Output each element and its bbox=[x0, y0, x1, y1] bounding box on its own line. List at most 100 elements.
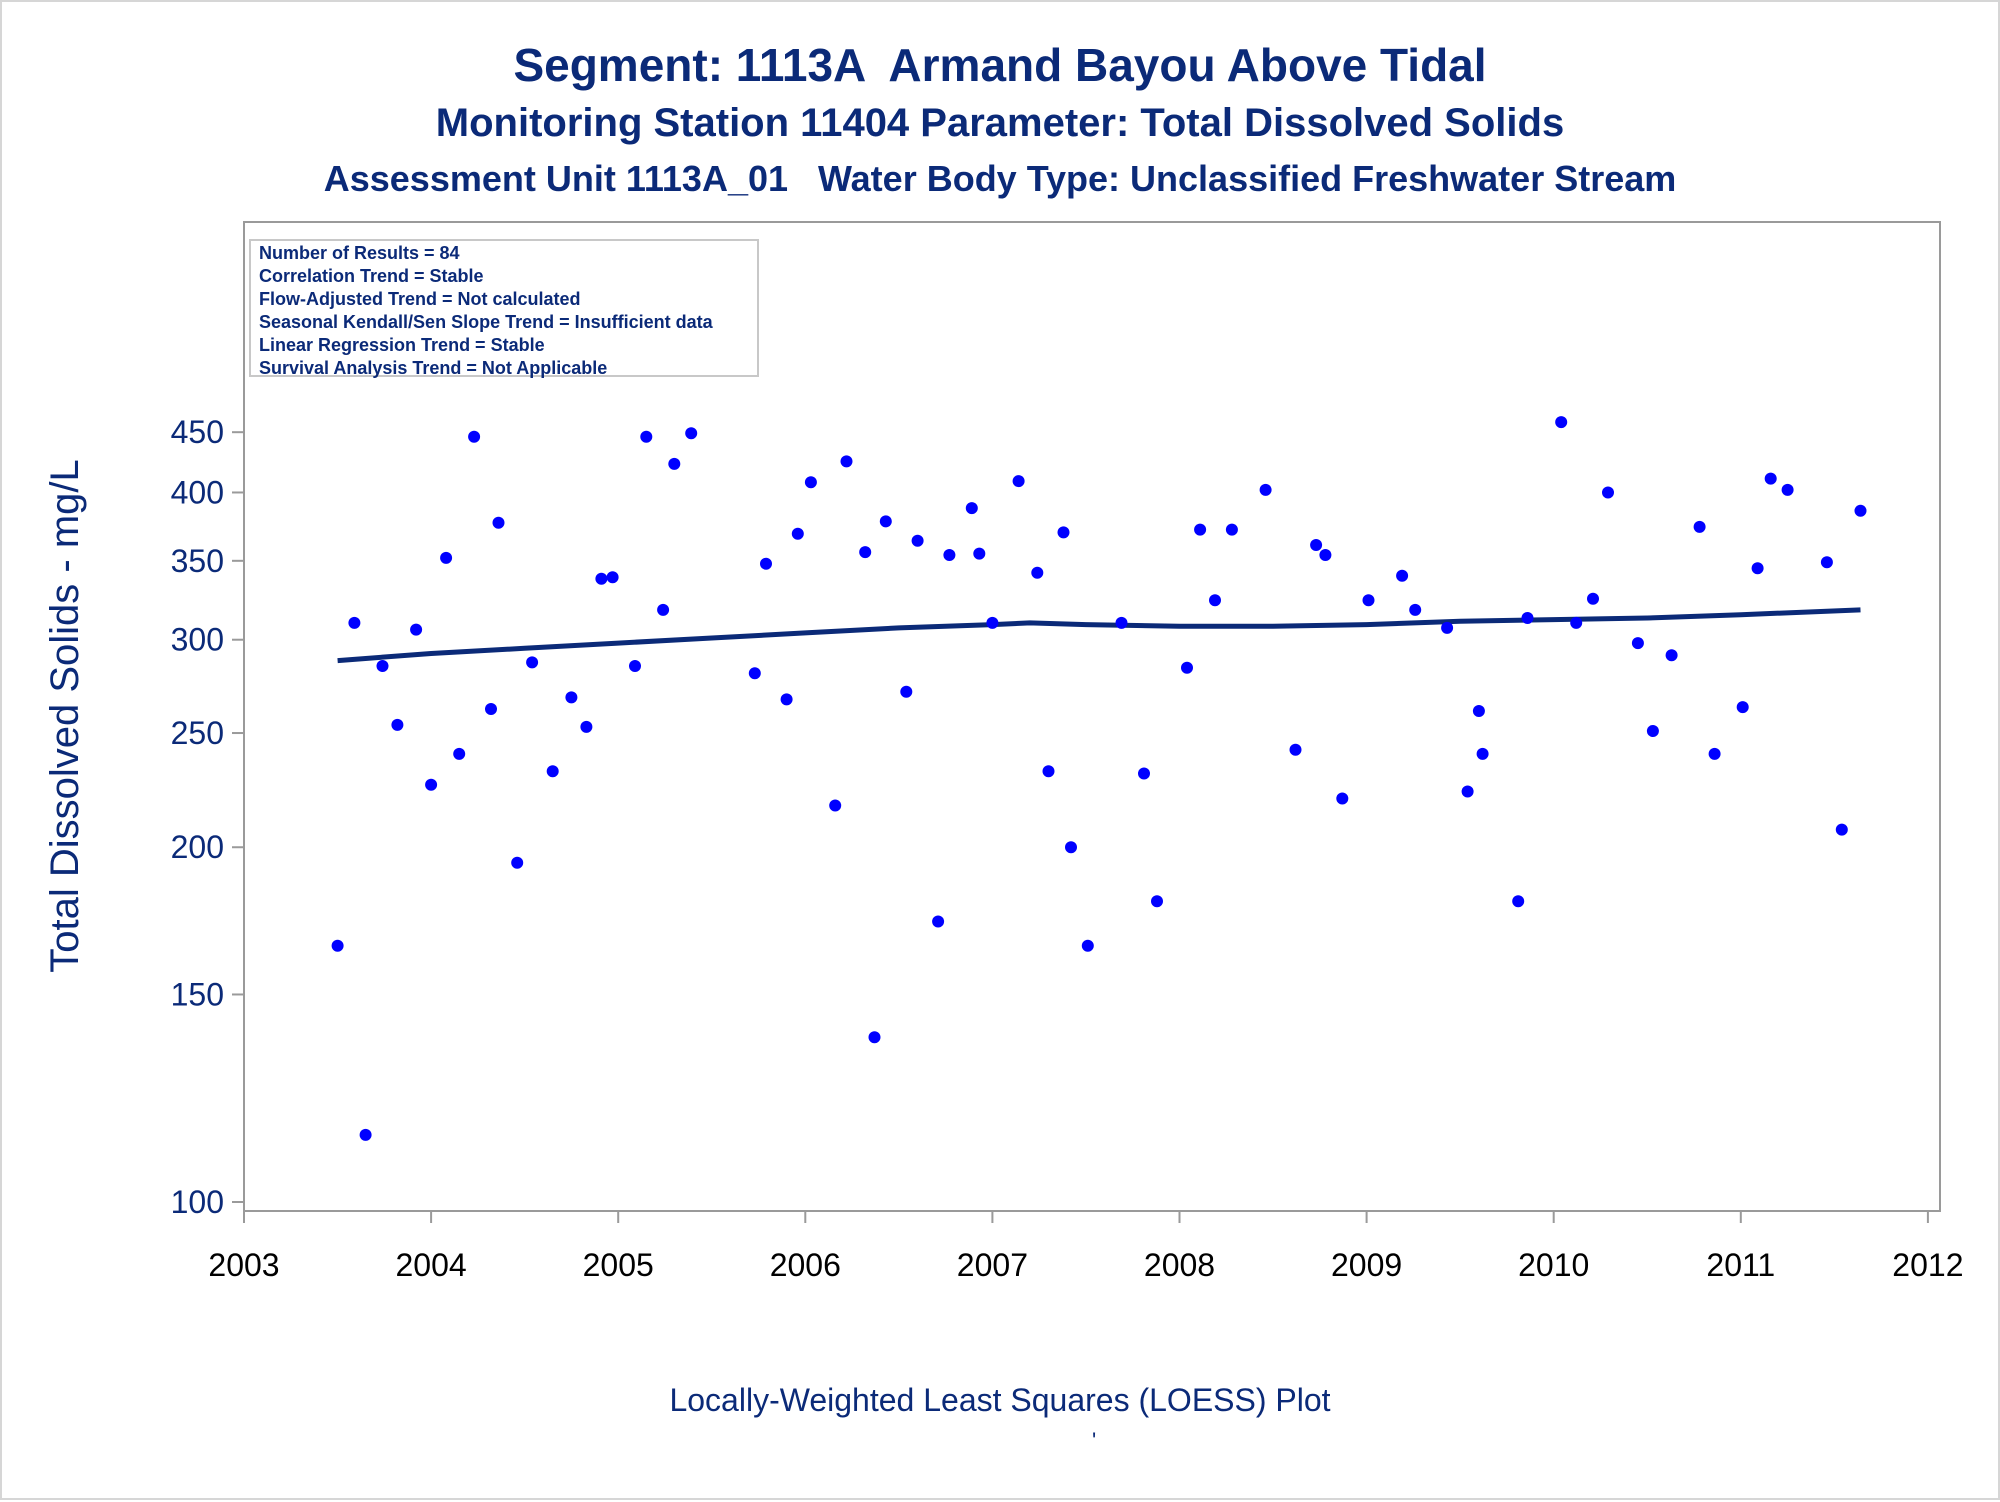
x-tick-label: 2006 bbox=[770, 1247, 841, 1283]
data-point bbox=[780, 693, 793, 706]
data-point bbox=[1065, 841, 1077, 854]
data-point bbox=[1693, 520, 1706, 533]
data-point bbox=[1259, 483, 1272, 496]
data-point bbox=[376, 660, 389, 672]
y-tick-label: 200 bbox=[171, 829, 224, 865]
data-point bbox=[1476, 747, 1489, 760]
x-tick-label: 2005 bbox=[583, 1247, 654, 1283]
loess-layer bbox=[337, 607, 1861, 664]
data-point bbox=[1820, 556, 1833, 569]
data-point bbox=[1736, 701, 1749, 714]
data-point bbox=[526, 656, 539, 669]
data-point bbox=[485, 703, 497, 715]
data-point bbox=[440, 551, 453, 564]
data-point bbox=[1396, 569, 1409, 582]
chart-subtitle-station: Monitoring Station 11404 Parameter: Tota… bbox=[435, 101, 1565, 145]
data-point bbox=[565, 691, 578, 704]
plot-axes: 100 150 200 250 300 350 400 450 2003 2004 2005 2006… bbox=[43, 221, 1963, 1283]
data-point bbox=[1854, 504, 1867, 517]
data-point bbox=[546, 765, 559, 778]
data-point bbox=[879, 515, 892, 528]
data-point bbox=[1289, 743, 1302, 756]
stat-correlation-trend: Correlation Trend = Stable bbox=[259, 266, 484, 286]
data-point bbox=[1042, 765, 1055, 778]
data-point bbox=[1665, 649, 1678, 662]
data-point bbox=[1181, 661, 1193, 674]
y-tick-label: 450 bbox=[171, 414, 224, 450]
data-point bbox=[1472, 705, 1485, 717]
data-point bbox=[1319, 549, 1332, 561]
data-point bbox=[492, 516, 505, 529]
y-tick-label: 300 bbox=[171, 622, 224, 658]
y-tick-label: 100 bbox=[171, 1184, 224, 1220]
data-point bbox=[1602, 486, 1614, 499]
data-point bbox=[1081, 939, 1094, 952]
data-point bbox=[1310, 539, 1323, 551]
data-point bbox=[359, 1128, 372, 1141]
plot-footnote: Locally-Weighted Least Squares (LOESS) P… bbox=[669, 1382, 1331, 1418]
data-point bbox=[791, 527, 804, 540]
data-point bbox=[868, 1031, 881, 1044]
data-point bbox=[1461, 785, 1474, 798]
x-tick-label: 2004 bbox=[396, 1247, 467, 1283]
data-point bbox=[1138, 767, 1150, 780]
x-tick-label: 2008 bbox=[1144, 1247, 1215, 1283]
chart-subtitle-assessment: Assessment Unit 1113A_01 Water Body Type… bbox=[323, 158, 1677, 199]
data-point bbox=[1012, 475, 1025, 488]
x-tick-label: 2009 bbox=[1331, 1247, 1402, 1283]
data-point bbox=[1512, 895, 1525, 908]
data-point bbox=[1570, 616, 1583, 629]
data-point bbox=[1441, 621, 1454, 634]
loess-trend-line bbox=[337, 607, 1861, 664]
y-tick-label: 400 bbox=[171, 474, 224, 510]
data-point bbox=[1209, 594, 1221, 607]
data-point bbox=[911, 534, 924, 547]
data-point bbox=[760, 557, 772, 570]
y-tick-label: 350 bbox=[171, 543, 224, 579]
stat-survival-analysis-trend: Survival Analysis Trend = Not Applicable bbox=[259, 358, 608, 378]
stat-linear-regression-trend: Linear Regression Trend = Stable bbox=[259, 335, 545, 355]
stat-seasonal-kendall-trend: Seasonal Kendall/Sen Slope Trend = Insuf… bbox=[259, 312, 713, 332]
data-point bbox=[629, 660, 641, 672]
data-point bbox=[668, 457, 681, 470]
data-point bbox=[425, 778, 438, 791]
data-point bbox=[453, 747, 466, 760]
data-point bbox=[391, 718, 404, 731]
x-tick-label: 2007 bbox=[957, 1247, 1028, 1283]
data-point bbox=[1646, 725, 1659, 737]
data-point bbox=[640, 430, 653, 443]
data-point bbox=[986, 616, 999, 629]
data-point bbox=[348, 616, 361, 629]
data-point bbox=[1151, 895, 1163, 908]
data-point bbox=[1115, 616, 1128, 629]
data-point bbox=[1751, 562, 1764, 575]
data-point bbox=[511, 856, 524, 869]
data-point bbox=[595, 572, 608, 585]
y-axis-label: Total Dissolved Solids - mg/L bbox=[43, 459, 87, 973]
data-point bbox=[804, 476, 817, 489]
data-point bbox=[580, 720, 593, 733]
data-point bbox=[1708, 747, 1721, 760]
data-point bbox=[657, 603, 670, 616]
data-point bbox=[1781, 483, 1794, 496]
data-point bbox=[1521, 612, 1534, 624]
data-point bbox=[1587, 592, 1599, 605]
data-point bbox=[468, 430, 481, 443]
data-point bbox=[1835, 823, 1848, 836]
data-point bbox=[606, 571, 619, 584]
data-point bbox=[1555, 416, 1568, 429]
data-point bbox=[973, 547, 986, 560]
data-point bbox=[1336, 792, 1349, 805]
data-point bbox=[943, 549, 956, 561]
x-tick-label: 2003 bbox=[208, 1247, 279, 1283]
data-point bbox=[1409, 603, 1422, 616]
y-tick-label: 150 bbox=[171, 976, 224, 1012]
data-point bbox=[1631, 637, 1644, 650]
data-point bbox=[410, 623, 423, 636]
plot-area-border bbox=[243, 221, 1941, 1212]
trend-statistics-box: Number of Results = 84 Correlation Trend… bbox=[249, 239, 759, 378]
points-layer bbox=[331, 416, 1867, 1141]
data-point bbox=[1362, 594, 1375, 607]
data-point bbox=[748, 667, 761, 680]
